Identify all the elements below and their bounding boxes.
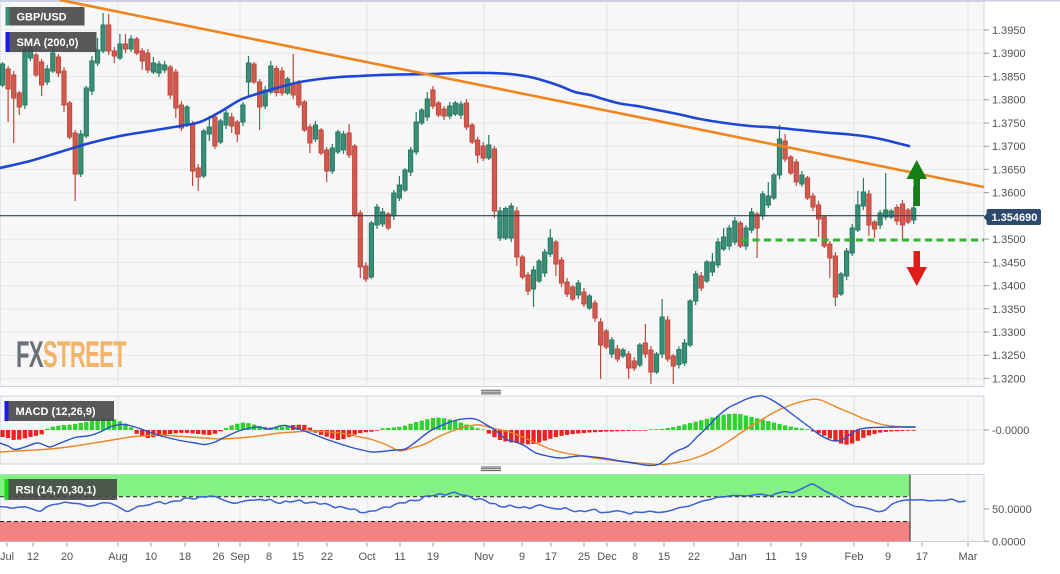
- svg-text:17: 17: [545, 551, 557, 563]
- svg-text:GBP/USD: GBP/USD: [17, 11, 67, 23]
- svg-text:1.3950: 1.3950: [992, 25, 1026, 37]
- svg-text:Dec: Dec: [597, 551, 617, 563]
- svg-text:1.3750: 1.3750: [992, 118, 1026, 130]
- svg-text:25: 25: [578, 551, 590, 563]
- svg-text:1.3250: 1.3250: [992, 350, 1026, 362]
- svg-text:MACD (12,26,9): MACD (12,26,9): [16, 406, 96, 418]
- svg-text:22: 22: [321, 551, 333, 563]
- svg-text:9: 9: [519, 551, 525, 563]
- svg-text:1.3800: 1.3800: [992, 95, 1026, 107]
- svg-text:8: 8: [632, 551, 638, 563]
- svg-text:1.3400: 1.3400: [992, 281, 1026, 293]
- svg-text:1.3350: 1.3350: [992, 304, 1026, 316]
- svg-text:Jul: Jul: [0, 551, 14, 563]
- svg-text:FXSTREET: FXSTREET: [16, 335, 127, 375]
- svg-text:11: 11: [394, 551, 405, 563]
- svg-text:9: 9: [885, 551, 891, 563]
- svg-text:1.354690: 1.354690: [992, 212, 1038, 224]
- svg-text:15: 15: [292, 551, 304, 563]
- svg-text:17: 17: [916, 551, 928, 563]
- svg-text:18: 18: [179, 551, 191, 563]
- svg-text:15: 15: [658, 551, 670, 563]
- svg-text:Aug: Aug: [108, 551, 128, 563]
- svg-text:26: 26: [212, 551, 224, 563]
- svg-text:1.3450: 1.3450: [992, 257, 1026, 269]
- svg-text:1.3600: 1.3600: [992, 188, 1026, 200]
- svg-text:1.3900: 1.3900: [992, 48, 1026, 60]
- svg-text:Oct: Oct: [358, 551, 375, 563]
- svg-text:1.3700: 1.3700: [992, 141, 1026, 153]
- svg-text:8: 8: [266, 551, 272, 563]
- svg-text:50.0000: 50.0000: [992, 504, 1032, 516]
- svg-text:Jan: Jan: [729, 551, 747, 563]
- svg-text:1.3500: 1.3500: [992, 234, 1026, 246]
- svg-text:1.3200: 1.3200: [992, 373, 1026, 385]
- svg-text:0.0000: 0.0000: [992, 536, 1026, 548]
- svg-text:12: 12: [27, 551, 39, 563]
- svg-text:1.3300: 1.3300: [992, 327, 1026, 339]
- svg-text:19: 19: [427, 551, 439, 563]
- svg-text:19: 19: [795, 551, 807, 563]
- svg-text:22: 22: [688, 551, 700, 563]
- svg-text:11: 11: [765, 551, 776, 563]
- svg-text:RSI (14,70,30,1): RSI (14,70,30,1): [16, 485, 97, 497]
- svg-text:Feb: Feb: [845, 551, 864, 563]
- svg-text:1.3650: 1.3650: [992, 164, 1026, 176]
- svg-text:Nov: Nov: [474, 551, 494, 563]
- svg-text:20: 20: [61, 551, 73, 563]
- svg-text:Sep: Sep: [230, 551, 250, 563]
- svg-text:SMA (200,0): SMA (200,0): [17, 37, 79, 49]
- svg-text:1.3850: 1.3850: [992, 72, 1026, 84]
- svg-text:-0.0000: -0.0000: [992, 425, 1029, 437]
- svg-text:10: 10: [145, 551, 157, 563]
- svg-text:Mar: Mar: [959, 551, 978, 563]
